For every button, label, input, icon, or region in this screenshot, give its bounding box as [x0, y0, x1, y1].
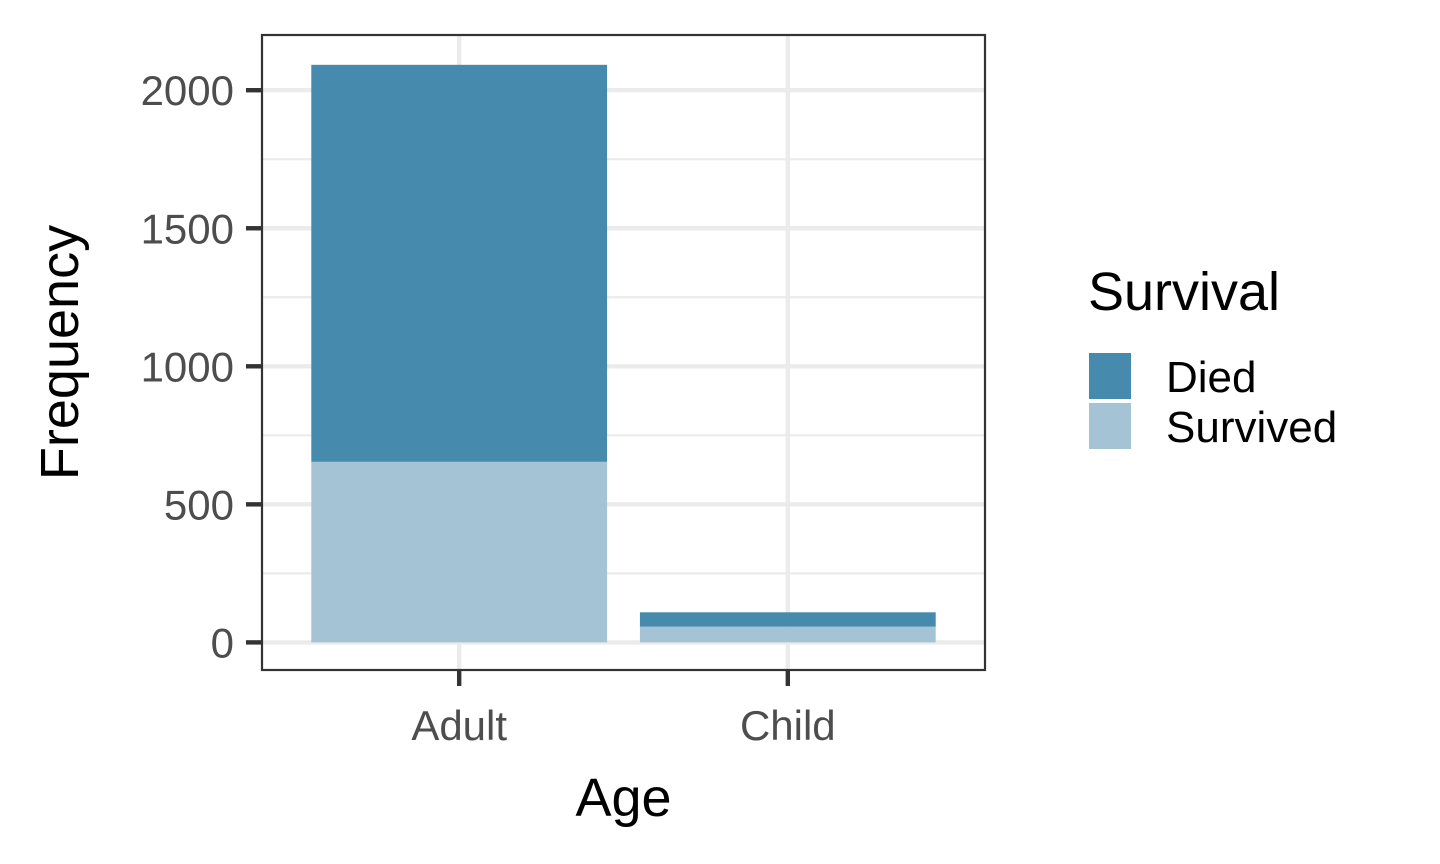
y-tick-label: 500 — [164, 481, 234, 528]
y-tick-label: 0 — [211, 619, 234, 666]
legend-key-survived — [1089, 403, 1131, 449]
bar-adult-died — [311, 64, 608, 462]
x-axis-title: Age — [575, 768, 671, 828]
legend-title: Survival — [1088, 262, 1280, 322]
bar-adult-survived — [311, 461, 608, 643]
x-axis: Adult Child — [411, 670, 836, 749]
bar-child-died — [639, 612, 936, 627]
y-axis-title: Frequency — [30, 225, 90, 480]
x-tick-label: Child — [740, 702, 836, 749]
plot-panel — [260, 33, 987, 672]
bar-child-survived — [639, 626, 936, 643]
panel-border — [260, 33, 987, 672]
x-tick-label: Adult — [411, 702, 507, 749]
y-tick-label: 1000 — [141, 343, 234, 390]
legend-label-survived: Survived — [1166, 403, 1337, 452]
legend-key-died — [1089, 353, 1131, 399]
y-tick-label: 1500 — [141, 205, 234, 252]
legend-label-died: Died — [1166, 353, 1257, 402]
y-axis: 0 500 1000 1500 2000 — [141, 67, 262, 666]
bars — [311, 64, 936, 643]
y-tick-label: 2000 — [141, 67, 234, 114]
